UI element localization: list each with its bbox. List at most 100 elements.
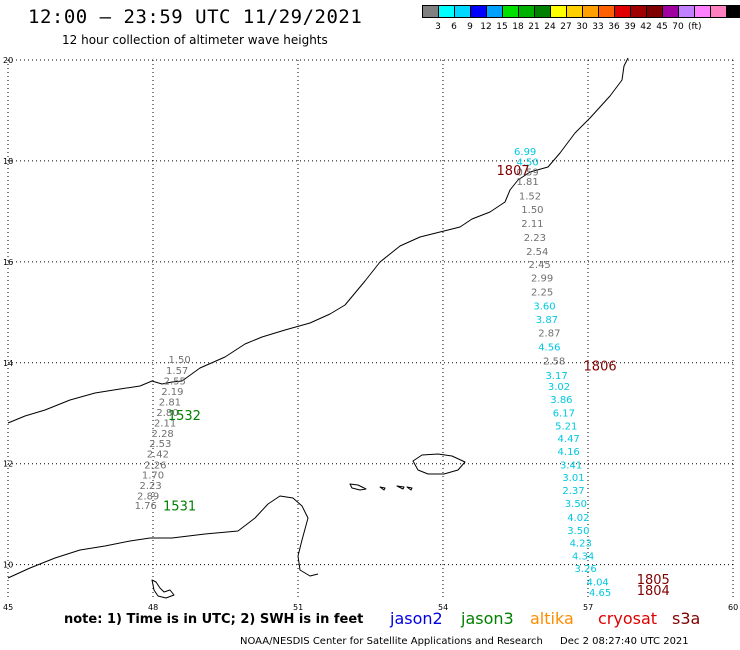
- wave-height-value: 3.50: [565, 499, 587, 510]
- satellite-jason2: jason2: [390, 609, 443, 628]
- wave-height-value: 5.21: [555, 421, 577, 432]
- wave-height-color-scale: 3 6 9 12 15 18 21 24 27 30 33 36 39 42 45 70 (ft): [422, 5, 740, 32]
- map-note: note: 1) Time is in UTC; 2) SWH is in fe…: [64, 612, 364, 627]
- pass-time-label: 1804: [637, 584, 670, 599]
- wave-height-value: 2.26: [144, 460, 166, 471]
- track-1805: 4.04 1805: [587, 573, 670, 589]
- wave-height-value: 2.87: [538, 329, 560, 340]
- footer: NOAA/NESDIS Center for Satellite Applica…: [240, 636, 689, 647]
- wave-height-value: 2.11: [521, 219, 543, 230]
- scale-label: 12: [480, 22, 492, 32]
- wave-height-value: 3.01: [562, 473, 584, 484]
- wave-height-value: 3.87: [536, 315, 558, 326]
- scale-label: 27: [560, 22, 572, 32]
- pass-time-label: 1805: [637, 573, 670, 588]
- wave-height-value: 2.99: [531, 274, 553, 285]
- scale-label: 9: [467, 22, 473, 32]
- scale-label: 39: [624, 22, 636, 32]
- wave-height-value: 4.34: [572, 552, 594, 563]
- scale-label: 15: [496, 22, 508, 32]
- graticule: [7, 59, 734, 600]
- scale-swatch: [726, 5, 740, 18]
- wave-height-value: 3.41: [560, 460, 582, 471]
- wave-height-value: 2.54: [526, 247, 548, 258]
- wave-height-value: 2.25: [531, 288, 553, 299]
- pass-time-label: 1806: [584, 359, 617, 374]
- wave-height-value: 3.60: [533, 301, 555, 312]
- track-1806: 3.173.02 3.86 6.17 5.21 4.47 4.16 3.41 3.01 2.37…: [545, 359, 616, 575]
- latitude-label: 16: [3, 258, 13, 267]
- wave-height-value: 4.23: [570, 539, 592, 550]
- wave-height-value: 1.52: [519, 191, 541, 202]
- wave-height-value: 4.50: [516, 157, 538, 168]
- wave-height-value: 3.50: [567, 526, 589, 537]
- scale-label: 42: [640, 22, 652, 32]
- scale-unit: (ft): [688, 22, 702, 32]
- satellite-jason3: jason3: [461, 609, 514, 628]
- longitude-label: 51: [293, 603, 303, 612]
- socotra-island: [412, 453, 466, 475]
- track-1531: 1531: [163, 500, 196, 515]
- wave-height-value: 1.81: [516, 177, 538, 188]
- wave-height-value: 3.86: [550, 395, 572, 406]
- wave-height-value: 1.76: [135, 501, 157, 512]
- latitude-label: 18: [3, 157, 13, 166]
- pass-time-label: 1532: [168, 409, 201, 424]
- wave-height-value: 2.53: [149, 439, 171, 450]
- longitude-label: 57: [583, 603, 593, 612]
- somali-coastline: [7, 495, 319, 579]
- scale-label: 36: [608, 22, 620, 32]
- map-subtitle: 12 hour collection of altimeter wave hei…: [62, 33, 328, 47]
- wave-height-value: 2.55: [164, 377, 186, 388]
- scale-label: 18: [512, 22, 524, 32]
- coast-fragment: [151, 579, 175, 599]
- scale-label: 3: [435, 22, 441, 32]
- latitude-label: 20: [3, 56, 13, 65]
- wave-height-value: 2.58: [543, 356, 565, 367]
- latitude-label: 10: [3, 561, 13, 570]
- longitude-label: 54: [438, 603, 448, 612]
- longitude-label: 45: [3, 603, 13, 612]
- scale-label: 33: [592, 22, 604, 32]
- wave-height-value: 3.26: [574, 564, 596, 575]
- wave-height-value: 4.04: [587, 577, 609, 588]
- wave-height-value: 2.19: [161, 387, 183, 398]
- wave-height-value: 4.02: [567, 513, 589, 524]
- latitude-label: 14: [3, 359, 13, 368]
- wave-height-value: 2.42: [147, 450, 169, 461]
- wave-height-value: 6.17: [553, 408, 575, 419]
- wave-height-value: 0.59: [516, 168, 538, 179]
- satellite-cryosat: cryosat: [598, 609, 658, 628]
- wave-height-value: 6.99: [514, 147, 536, 158]
- wave-height-value: 2.81: [159, 398, 181, 409]
- satellite-altika: altika: [530, 609, 574, 628]
- wave-height-value: 2.37: [562, 486, 584, 497]
- scale-label: 70: [672, 22, 684, 32]
- satellite-tracks: 6.994.500.591.81 1.52 1.50 2.11 2.23 2.54 2.45…: [135, 147, 670, 599]
- wave-height-value: 2.45: [529, 260, 551, 271]
- color-scale-swatches: [422, 5, 740, 18]
- wave-height-value: 1.50: [521, 205, 543, 216]
- axis-labels: 20 18 16 14 12 10 45 48 51 54 57 60: [3, 56, 738, 612]
- scale-label: 45: [656, 22, 668, 32]
- wave-height-value: 3.02: [548, 382, 570, 393]
- wave-height-value: 2.80: [156, 408, 178, 419]
- wave-height-value: 2.23: [524, 233, 546, 244]
- small-island: [379, 485, 413, 491]
- wave-height-value: 3.17: [545, 371, 567, 382]
- footer-timestamp: Dec 2 08:27:40 UTC 2021: [560, 636, 689, 647]
- pass-time-label: 1807: [497, 164, 530, 179]
- pass-time-label: 1531: [163, 500, 196, 515]
- arabian-coastline: [7, 57, 629, 424]
- color-scale-labels: 3 6 9 12 15 18 21 24 27 30 33 36 39 42 45 70 (ft): [430, 22, 740, 32]
- wave-height-value: 4.65: [589, 588, 611, 599]
- wave-height-value: 2.11: [154, 418, 176, 429]
- longitude-label: 60: [728, 603, 738, 612]
- wave-height-value: 4.56: [538, 343, 560, 354]
- wave-height-value: 2.89: [137, 492, 159, 503]
- small-island: [349, 483, 367, 491]
- track-1807: 6.994.500.591.81 1.52 1.50 2.11 2.23 2.54 2.45…: [497, 147, 566, 367]
- wave-height-value: 2.28: [152, 429, 174, 440]
- map-title: 12:00 — 23:59 UTC 11/29/2021: [28, 6, 363, 28]
